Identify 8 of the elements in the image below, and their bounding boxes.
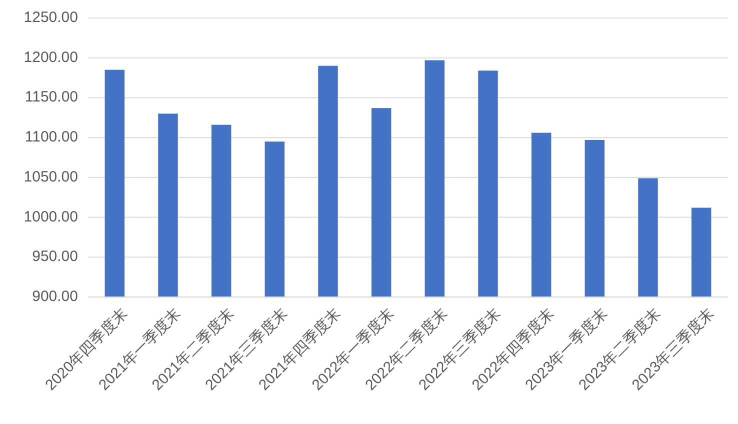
y-tick-label: 1200.00 xyxy=(24,48,78,66)
y-tick-label: 1050.00 xyxy=(24,168,78,186)
y-tick-label: 1250.00 xyxy=(24,8,78,26)
y-tick-label: 950.00 xyxy=(32,248,78,266)
y-tick-label: 1000.00 xyxy=(24,208,78,226)
y-tick-label: 1100.00 xyxy=(24,128,78,146)
y-tick-label: 900.00 xyxy=(32,288,78,305)
y-tick-label: 1150.00 xyxy=(24,88,78,106)
